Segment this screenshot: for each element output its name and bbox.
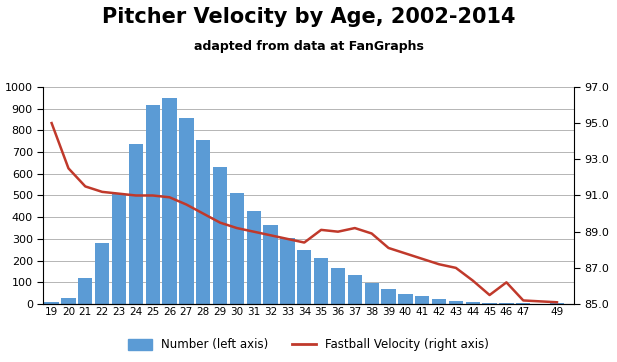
Bar [112,194,126,304]
Bar [280,238,294,304]
Bar [415,296,429,304]
Bar [432,299,446,304]
Bar [499,303,513,304]
Text: Pitcher Velocity by Age, 2002-2014: Pitcher Velocity by Age, 2002-2014 [102,7,515,27]
Bar [78,278,93,304]
Bar [146,105,160,304]
Bar [179,118,194,304]
Bar [331,268,345,304]
Bar [347,275,362,304]
Bar [230,193,244,304]
Bar [44,302,59,304]
Bar [263,225,278,304]
Bar [61,298,76,304]
Bar [196,140,210,304]
Bar [162,98,176,304]
Bar [550,303,564,304]
Bar [516,303,531,304]
Bar [95,243,109,304]
Text: adapted from data at FanGraphs: adapted from data at FanGraphs [194,40,423,53]
Bar [398,294,413,304]
Bar [247,211,261,304]
Bar [365,283,379,304]
Bar [482,303,497,304]
Legend: Number (left axis), Fastball Velocity (right axis): Number (left axis), Fastball Velocity (r… [123,334,494,356]
Bar [129,144,143,304]
Bar [297,250,312,304]
Bar [381,289,395,304]
Bar [449,301,463,304]
Bar [466,302,480,304]
Bar [314,258,328,304]
Bar [213,167,227,304]
